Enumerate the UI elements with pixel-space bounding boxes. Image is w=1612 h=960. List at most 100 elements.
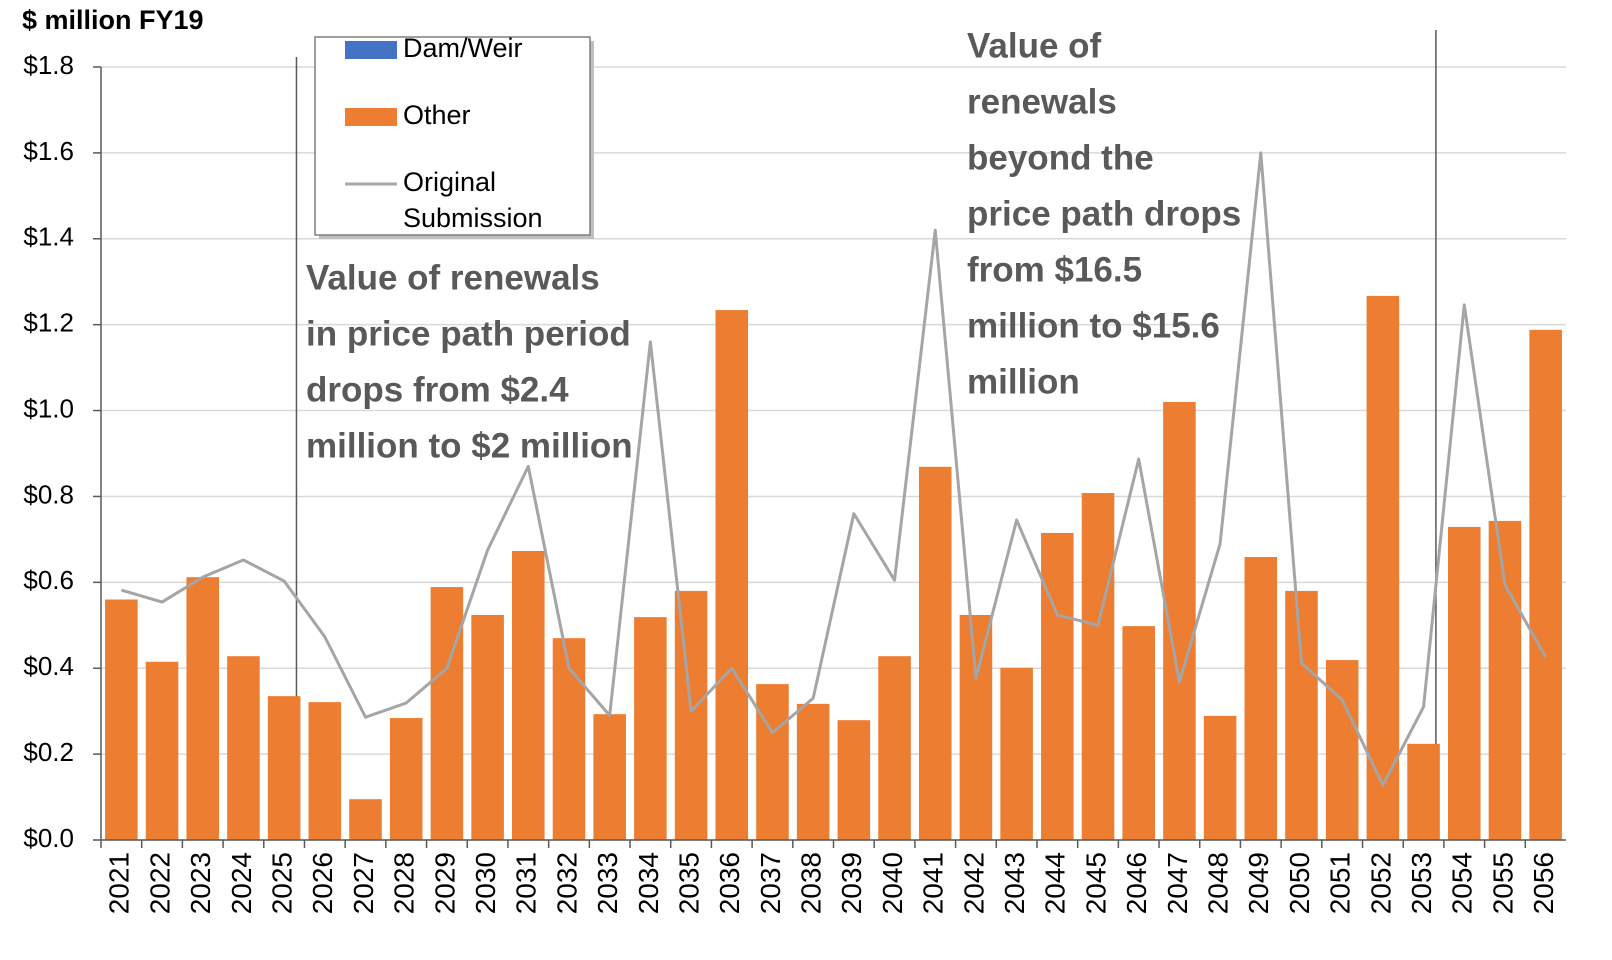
bar — [1041, 532, 1074, 840]
bar — [430, 587, 464, 840]
x-tick-label: 2041 — [918, 852, 949, 914]
annotation: renewals — [967, 82, 1117, 121]
x-tick-label: 2025 — [267, 852, 298, 914]
bar — [308, 702, 342, 840]
legend: Dam/Weir Other Original Submission — [314, 33, 594, 239]
x-tick-label: 2046 — [1121, 852, 1152, 914]
bar — [1203, 715, 1237, 840]
legend-box — [314, 36, 591, 236]
annotation: Value of — [967, 26, 1102, 65]
bar — [145, 661, 179, 840]
bar — [1447, 526, 1481, 840]
x-tick-label: 2042 — [958, 852, 989, 914]
x-tick-label: 2039 — [836, 852, 867, 914]
bar — [1244, 556, 1278, 840]
x-tick-label: 2032 — [551, 852, 582, 914]
x-tick-label: 2045 — [1080, 852, 1111, 914]
bar — [1529, 329, 1562, 840]
y-tick-label: $1.2 — [23, 308, 74, 338]
bar — [552, 638, 586, 840]
bar — [105, 599, 138, 840]
y-tick-label: $0.8 — [23, 479, 74, 509]
y-tick-label: $0.2 — [23, 737, 74, 767]
bar — [1407, 743, 1440, 840]
bar — [1366, 295, 1400, 840]
y-tick-label: $0.4 — [23, 651, 74, 681]
legend-label: Original Submission — [403, 167, 543, 233]
x-tick-label: 2055 — [1487, 852, 1518, 914]
bar — [593, 714, 626, 840]
bar — [959, 614, 993, 840]
bar — [1285, 590, 1318, 840]
bar — [674, 590, 708, 840]
legend-swatch — [345, 41, 397, 59]
x-tick-label: 2021 — [104, 852, 135, 914]
x-tick-label: 2024 — [226, 852, 257, 914]
x-tick-label: 2028 — [389, 852, 420, 914]
y-tick-label: $1.6 — [23, 136, 74, 166]
bar — [471, 614, 504, 840]
bar — [186, 577, 220, 840]
x-tick-label: 2048 — [1202, 852, 1233, 914]
annotation: million to $15.6 — [967, 306, 1220, 345]
bar — [796, 703, 830, 840]
annotation: million to $2 million — [306, 426, 633, 465]
y-tick-label: $1.8 — [23, 50, 74, 80]
bar — [1488, 520, 1522, 840]
x-tick-label: 2035 — [673, 852, 704, 914]
x-tick-label: 2044 — [1040, 852, 1071, 914]
annotation: Value of renewals — [306, 258, 600, 297]
annotation: price path drops — [967, 194, 1241, 233]
y-axis-label: $ million FY19 — [22, 5, 204, 35]
x-tick-label: 2031 — [511, 852, 542, 914]
x-tick-label: 2034 — [633, 852, 664, 914]
annotation: from $16.5 — [967, 250, 1142, 289]
annotation: million — [967, 362, 1080, 401]
legend-label: Dam/Weir — [403, 33, 523, 63]
legend-swatch — [345, 108, 397, 126]
y-tick-label: $0.0 — [23, 823, 74, 853]
x-tick-label: 2054 — [1447, 852, 1478, 914]
x-tick-label: 2030 — [470, 852, 501, 914]
x-tick-label: 2040 — [877, 852, 908, 914]
y-tick-label: $1.4 — [23, 222, 74, 252]
line-series — [120, 151, 1547, 787]
y-tick-label: $0.6 — [23, 565, 74, 595]
x-tick-label: 2036 — [714, 852, 745, 914]
x-tick-label: 2022 — [144, 852, 175, 914]
x-tick-label: 2023 — [185, 852, 216, 914]
x-tick-label: 2056 — [1528, 852, 1559, 914]
bar — [227, 656, 260, 840]
bar — [878, 656, 911, 840]
x-tick-label: 2027 — [348, 852, 379, 914]
bar — [389, 718, 423, 840]
y-tick-label: $1.0 — [23, 393, 74, 423]
x-tick-label: 2049 — [1243, 852, 1274, 914]
annotation: drops from $2.4 — [306, 370, 569, 409]
x-tick-label: 2029 — [429, 852, 460, 914]
x-tick-label: 2043 — [999, 852, 1030, 914]
bar — [918, 466, 952, 840]
bar — [1325, 660, 1359, 840]
annotation: beyond the — [967, 138, 1154, 177]
bar — [634, 617, 667, 840]
x-tick-label: 2050 — [1284, 852, 1315, 914]
bar — [756, 684, 789, 840]
bar — [512, 550, 545, 840]
x-tick-label: 2037 — [755, 852, 786, 914]
x-tick-label: 2052 — [1365, 852, 1396, 914]
x-tick-label: 2038 — [796, 852, 827, 914]
bar — [1122, 626, 1155, 840]
x-tick-label: 2047 — [1162, 852, 1193, 914]
bar — [1000, 667, 1033, 840]
x-tick-label: 2033 — [592, 852, 623, 914]
bar — [267, 696, 301, 840]
x-tick-label: 2053 — [1406, 852, 1437, 914]
x-tick-label: 2026 — [307, 852, 338, 914]
bar — [349, 799, 382, 840]
x-tick-label: 2051 — [1325, 852, 1356, 914]
bar — [715, 310, 749, 840]
annotation: in price path period — [306, 314, 631, 353]
bar — [1081, 493, 1115, 840]
